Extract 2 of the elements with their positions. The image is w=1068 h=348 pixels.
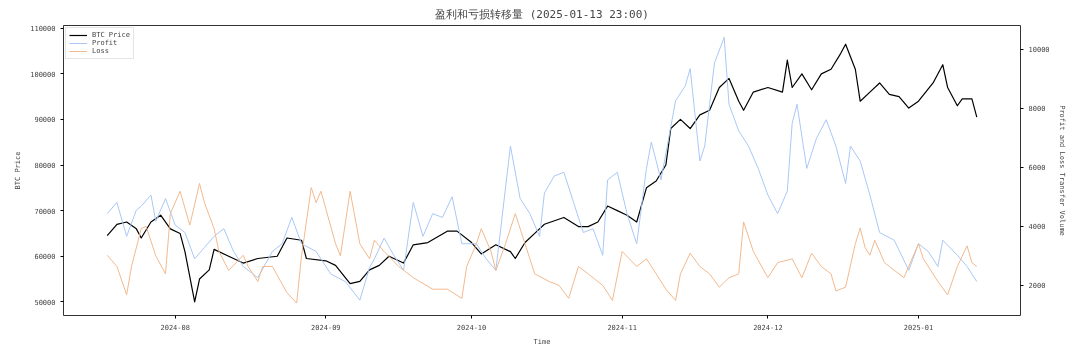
chart-title: 盈利和亏损转移量 (2025-01-13 23:00) <box>435 7 649 21</box>
line-series <box>106 182 978 304</box>
